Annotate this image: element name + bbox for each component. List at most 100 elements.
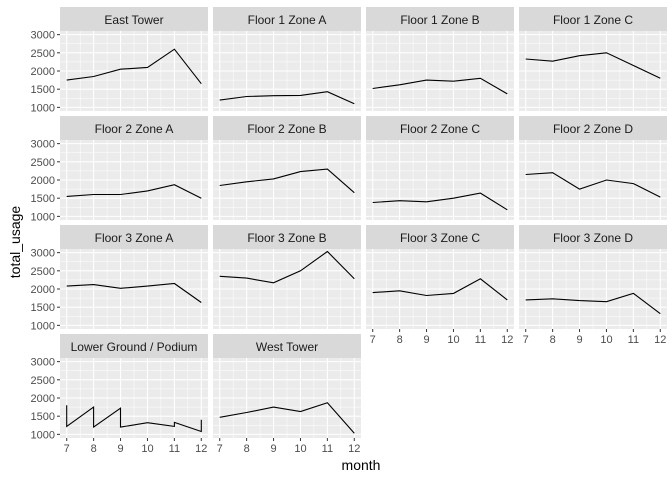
x-tick-label: 12 [501, 334, 513, 346]
facet-panel: Floor 3 Zone B [213, 225, 361, 329]
facet-strip [519, 116, 667, 140]
facet-title: Floor 3 Zone D [553, 231, 633, 245]
facet-panel: Floor 1 Zone B [366, 7, 514, 111]
x-axis-title: month [342, 457, 381, 473]
x-tick-label: 12 [195, 443, 207, 455]
y-tick-label: 1500 [31, 84, 55, 96]
facet-panel: Floor 1 Zone A [213, 7, 361, 111]
facet-title: Floor 3 Zone C [400, 231, 480, 245]
y-axis-title: total_usage [7, 206, 23, 279]
facet-strip [60, 334, 208, 358]
y-tick-label: 2500 [31, 266, 55, 278]
series-line [219, 402, 355, 434]
facet-title: Floor 2 Zone A [95, 122, 174, 136]
x-tick-label: 8 [550, 334, 556, 346]
y-tick-label: 3000 [31, 357, 55, 369]
x-tick-label: 12 [348, 443, 360, 455]
facet-strip [60, 116, 208, 140]
facet-title: East Tower [104, 13, 163, 27]
y-tick-label: 1500 [31, 302, 55, 314]
y-tick-label: 2000 [31, 284, 55, 296]
x-tick-label: 11 [322, 443, 333, 455]
series-line [66, 48, 202, 85]
series-line [219, 168, 355, 194]
facet-panel: Floor 3 Zone D 7 8 9 10 11 12 [519, 225, 667, 346]
facet-panel: Floor 3 Zone C 7 8 9 10 11 12 [366, 225, 514, 346]
y-tick-label: 3000 [31, 139, 55, 151]
facet-panel: Floor 3 Zone A 1000 1500 2000 2500 3000 [31, 225, 208, 332]
x-tick-label: 9 [576, 334, 582, 346]
facet-strip [213, 116, 361, 140]
facet-title: Floor 1 Zone B [400, 13, 479, 27]
facet-title: Floor 2 Zone B [247, 122, 326, 136]
facet-panel: Floor 2 Zone D [519, 116, 667, 220]
x-tick-label: 8 [244, 443, 250, 455]
facet-panel: Floor 1 Zone C [519, 7, 667, 111]
facet-panel: Floor 2 Zone C [366, 116, 514, 220]
series-line [525, 292, 661, 315]
x-tick-label: 9 [423, 334, 429, 346]
series-line [525, 172, 661, 198]
facet-panel: Floor 2 Zone A 1000 1500 2000 2500 3000 [31, 116, 208, 223]
series-line [219, 91, 355, 105]
x-tick-label: 7 [64, 443, 70, 455]
x-tick-label: 9 [270, 443, 276, 455]
y-tick-label: 2000 [31, 175, 55, 187]
y-tick-label: 1000 [31, 211, 55, 223]
facet-title: Floor 2 Zone D [553, 122, 633, 136]
series-line [66, 282, 202, 303]
series-line [66, 405, 202, 433]
facet-strip [519, 225, 667, 249]
facet-strip [519, 7, 667, 31]
facet-strip [366, 225, 514, 249]
y-tick-label: 2000 [31, 393, 55, 405]
facet-strip [213, 334, 361, 358]
facet-panel: East Tower 1000 1500 2000 2500 3000 [31, 7, 208, 114]
y-tick-label: 1000 [31, 320, 55, 332]
y-tick-label: 2000 [31, 66, 55, 78]
facet-strip [213, 225, 361, 249]
y-tick-label: 3000 [31, 248, 55, 260]
y-tick-label: 3000 [31, 30, 55, 42]
facet-panel: West Tower 7 8 9 10 11 12 [213, 334, 361, 455]
x-tick-label: 11 [169, 443, 180, 455]
series-line [66, 184, 202, 199]
facet-strip [213, 7, 361, 31]
y-tick-label: 1000 [31, 429, 55, 441]
y-tick-label: 2500 [31, 48, 55, 60]
x-tick-label: 7 [217, 443, 223, 455]
x-tick-label: 12 [654, 334, 666, 346]
y-tick-label: 2500 [31, 375, 55, 387]
y-tick-label: 1500 [31, 193, 55, 205]
y-tick-label: 2500 [31, 157, 55, 169]
facet-title: Lower Ground / Podium [71, 340, 198, 354]
x-tick-label: 8 [397, 334, 403, 346]
facet-panel: Floor 2 Zone B [213, 116, 361, 220]
y-tick-label: 1000 [31, 102, 55, 114]
x-tick-label: 7 [523, 334, 529, 346]
facet-title: Floor 2 Zone C [400, 122, 480, 136]
x-tick-label: 11 [475, 334, 486, 346]
x-tick-label: 10 [600, 334, 612, 346]
series-line [219, 250, 355, 284]
y-tick-label: 1500 [31, 411, 55, 423]
series-line [372, 77, 508, 95]
x-tick-label: 8 [91, 443, 97, 455]
x-tick-label: 7 [370, 334, 376, 346]
x-tick-label: 11 [628, 334, 639, 346]
facet-strip [60, 7, 208, 31]
facet-panel: Lower Ground / Podium 1000 1500 2000 2500 300… [31, 334, 208, 455]
series-line [372, 192, 508, 211]
series-line [372, 278, 508, 301]
x-tick-label: 10 [294, 443, 306, 455]
facet-strip [60, 225, 208, 249]
x-tick-label: 10 [447, 334, 459, 346]
facet-title: Floor 1 Zone A [248, 13, 327, 27]
facet-strip [366, 116, 514, 140]
facet-title: West Tower [256, 340, 318, 354]
facet-title: Floor 1 Zone C [553, 13, 633, 27]
facet-panels: East Tower 1000 1500 2000 2500 3000 Floor 1 Zo… [31, 7, 667, 455]
x-tick-label: 9 [117, 443, 123, 455]
facet-title: Floor 3 Zone B [247, 231, 326, 245]
